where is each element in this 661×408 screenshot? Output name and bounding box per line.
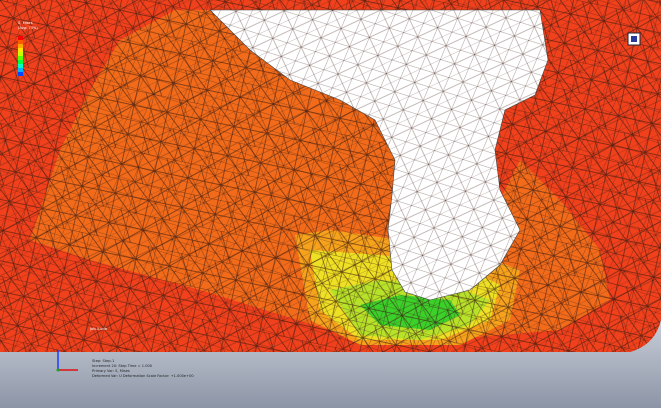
legend-swatch [18,56,23,60]
step-text: Step: Step-1 [92,359,114,363]
legend-swatch [18,64,23,68]
view-icon [627,32,641,46]
legend-swatch [18,52,23,56]
legend-swatch [18,48,23,52]
primary-var-text: Primary Var: S, Mises [92,369,130,373]
legend-subtitle: (Avg: 75%) [18,26,38,30]
legend-swatch [18,40,23,44]
legend-swatch [18,72,23,76]
deformed-var-text: Deformed Var: U Deformation Scale Factor… [92,374,194,378]
indenter-mesh [209,9,549,301]
increment-text: Increment 20: Step Time = 1.000 [92,364,153,368]
axis-triad [56,350,78,372]
legend-title: S, Mises [18,21,33,25]
legend-swatch [18,36,23,40]
legend: S, Mises (Avg: 75%) [18,21,38,76]
background-band [0,320,661,408]
model-label: Job-1.odb [89,327,108,331]
legend-swatch [18,68,23,72]
legend-swatch [18,60,23,64]
legend-swatch [18,44,23,48]
